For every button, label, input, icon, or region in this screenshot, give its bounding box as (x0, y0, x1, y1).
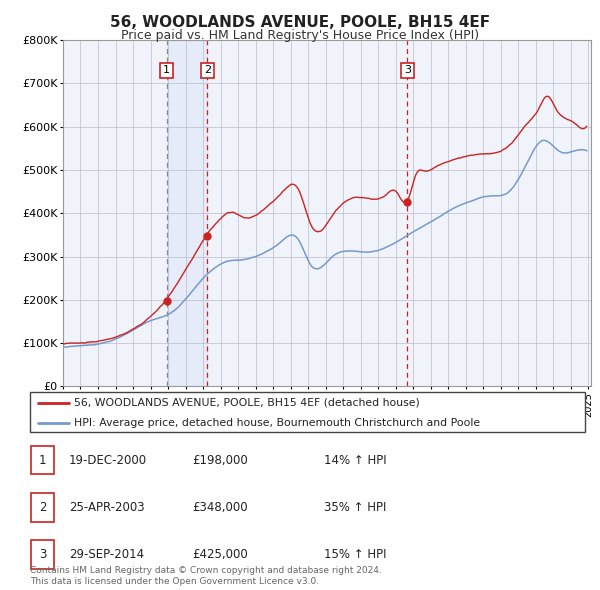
FancyBboxPatch shape (31, 540, 54, 569)
Text: 14% ↑ HPI: 14% ↑ HPI (324, 454, 386, 467)
Text: £198,000: £198,000 (192, 454, 248, 467)
Text: 3: 3 (404, 65, 411, 76)
Text: 25-APR-2003: 25-APR-2003 (69, 501, 145, 514)
Text: 15% ↑ HPI: 15% ↑ HPI (324, 548, 386, 561)
Text: HPI: Average price, detached house, Bournemouth Christchurch and Poole: HPI: Average price, detached house, Bour… (74, 418, 481, 428)
Text: 2: 2 (204, 65, 211, 76)
Text: 1: 1 (163, 65, 170, 76)
FancyBboxPatch shape (31, 493, 54, 522)
FancyBboxPatch shape (31, 446, 54, 474)
Text: This data is licensed under the Open Government Licence v3.0.: This data is licensed under the Open Gov… (30, 577, 319, 586)
Text: 56, WOODLANDS AVENUE, POOLE, BH15 4EF (detached house): 56, WOODLANDS AVENUE, POOLE, BH15 4EF (d… (74, 398, 420, 408)
Text: £348,000: £348,000 (192, 501, 248, 514)
Text: Price paid vs. HM Land Registry's House Price Index (HPI): Price paid vs. HM Land Registry's House … (121, 30, 479, 42)
Text: 29-SEP-2014: 29-SEP-2014 (69, 548, 144, 561)
Text: 3: 3 (39, 548, 46, 561)
Text: £425,000: £425,000 (192, 548, 248, 561)
Text: 2: 2 (39, 501, 46, 514)
Text: 56, WOODLANDS AVENUE, POOLE, BH15 4EF: 56, WOODLANDS AVENUE, POOLE, BH15 4EF (110, 15, 490, 30)
Text: Contains HM Land Registry data © Crown copyright and database right 2024.: Contains HM Land Registry data © Crown c… (30, 566, 382, 575)
FancyBboxPatch shape (30, 392, 585, 432)
Text: 35% ↑ HPI: 35% ↑ HPI (324, 501, 386, 514)
Bar (167, 40, 208, 386)
Text: 19-DEC-2000: 19-DEC-2000 (69, 454, 147, 467)
Text: 1: 1 (39, 454, 46, 467)
